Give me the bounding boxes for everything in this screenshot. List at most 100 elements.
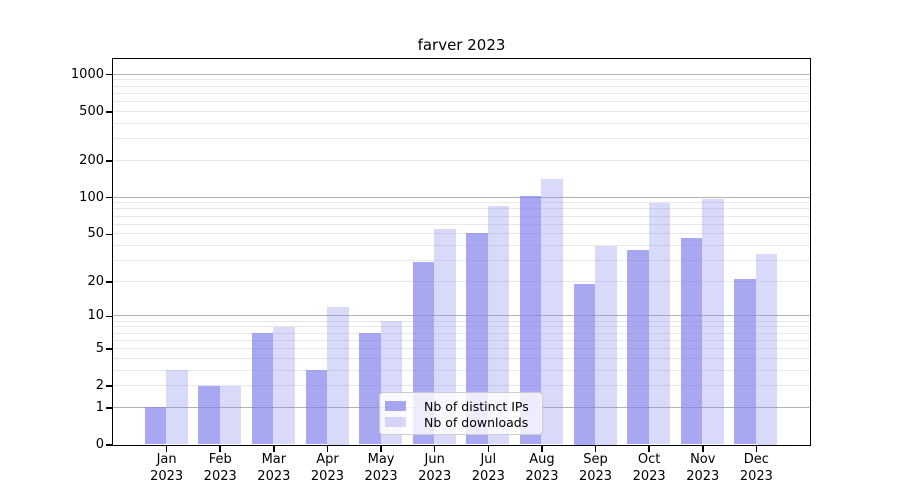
gridline-minor-8: [112, 326, 810, 328]
x-tick-oct: [648, 446, 650, 452]
gridline-minor-4: [112, 357, 810, 359]
gridline-minor-30: [112, 259, 810, 261]
year-label: 2023: [739, 468, 773, 484]
x-tick-label-jun: Jun 2023: [403, 452, 467, 485]
y-tick-500: [106, 111, 112, 113]
bar-distinct-ips-apr: [305, 370, 327, 445]
year-label: 2023: [364, 468, 398, 484]
y-tick-0: [106, 444, 112, 446]
bar-downloads-feb: [219, 385, 242, 445]
month-label: Aug: [529, 452, 555, 467]
x-tick-jan: [165, 446, 168, 452]
gridline-minor-70: [112, 215, 810, 217]
gridline-minor-40: [112, 244, 810, 246]
bar-distinct-ips-sep: [573, 284, 595, 445]
year-label: 2023: [150, 468, 184, 484]
year-label: 2023: [203, 468, 237, 484]
bar-downloads-mar: [273, 326, 295, 445]
month-label: Mar: [261, 452, 287, 467]
x-tick-feb: [219, 446, 221, 452]
y-tick-label-50: 50: [87, 226, 104, 242]
x-tick-label-nov: Nov 2023: [671, 452, 735, 485]
month-label: May: [367, 452, 395, 467]
year-label: 2023: [310, 468, 344, 484]
month-label: Jan: [156, 452, 177, 467]
year-label: 2023: [525, 468, 559, 484]
year-label: 2023: [632, 468, 666, 484]
month-label: Feb: [208, 452, 232, 467]
legend-row-downloads: Nb of downloads: [380, 414, 542, 430]
month-label: Dec: [743, 452, 769, 467]
x-tick-apr: [326, 446, 329, 452]
x-tick-label-may: May 2023: [349, 452, 413, 485]
gridline-minor-3: [112, 369, 810, 371]
year-label: 2023: [418, 468, 452, 484]
bar-distinct-ips-feb: [198, 385, 220, 445]
y-tick-label-10: 10: [87, 308, 104, 324]
gridline-minor-700: [112, 92, 810, 94]
gridline-major-10: [112, 315, 810, 317]
x-tick-label-dec: Dec 2023: [724, 452, 788, 485]
x-tick-label-jan: Jan 2023: [135, 452, 199, 485]
plot-area: [111, 57, 811, 446]
y-tick-label-20: 20: [87, 273, 104, 289]
bar-distinct-ips-jan: [144, 407, 167, 445]
bar-downloads-jun: [434, 228, 456, 445]
legend-swatch-downloads: [385, 417, 406, 427]
bar-downloads-apr: [327, 307, 349, 445]
bar-distinct-ips-dec: [734, 278, 756, 445]
x-tick-dec: [755, 446, 758, 452]
y-tick-label-500: 500: [79, 103, 104, 119]
y-tick-1000: [106, 73, 112, 76]
bar-downloads-aug: [541, 179, 563, 445]
x-tick-nov: [702, 446, 704, 452]
year-label: 2023: [578, 468, 613, 484]
x-tick-jul: [487, 446, 490, 452]
bar-downloads-jan: [166, 370, 188, 445]
gridline-minor-90: [112, 202, 810, 204]
chart-title: farver 2023: [417, 36, 506, 54]
year-label: 2023: [257, 468, 291, 484]
gridline-minor-5: [112, 347, 810, 349]
gridline-minor-20: [112, 280, 810, 282]
y-tick-label-5: 5: [95, 340, 104, 356]
x-tick-label-aug: Aug 2023: [510, 452, 574, 485]
gridline-minor-300: [112, 138, 810, 140]
month-label: Oct: [637, 452, 661, 467]
gridline-minor-50: [112, 233, 810, 235]
bar-distinct-ips-oct: [627, 249, 649, 445]
x-tick-mar: [273, 446, 275, 452]
y-tick-label-200: 200: [79, 152, 104, 168]
bar-distinct-ips-jul: [466, 232, 488, 445]
y-tick-100: [106, 196, 112, 199]
gridline-minor-60: [112, 223, 810, 225]
month-label: Apr: [316, 452, 339, 467]
bar-downloads-jul: [487, 206, 510, 445]
x-tick-label-sep: Sep 2023: [564, 452, 628, 485]
gridline-minor-500: [112, 110, 810, 112]
x-tick-label-jul: Jul 2023: [456, 452, 520, 485]
legend: Nb of distinct IPs Nb of downloads: [379, 392, 543, 435]
bar-downloads-sep: [595, 245, 617, 445]
gridline-minor-2: [112, 385, 810, 387]
y-tick-label-0: 0: [95, 437, 104, 452]
legend-swatch-distinct-ips: [385, 401, 406, 411]
year-label: 2023: [686, 468, 720, 484]
gridline-minor-600: [112, 101, 810, 103]
y-tick-label-2: 2: [95, 378, 104, 394]
bar-distinct-ips-mar: [251, 333, 274, 445]
bar-downloads-nov: [702, 198, 724, 445]
gridline-minor-400: [112, 122, 810, 124]
gridline-major-1000: [112, 73, 810, 75]
y-tick-200: [106, 160, 112, 162]
gridline-minor-6: [112, 339, 810, 341]
month-label: Nov: [690, 452, 716, 467]
y-tick-10: [106, 315, 112, 318]
legend-row-distinct-ips: Nb of distinct IPs: [380, 398, 542, 414]
bar-distinct-ips-nov: [680, 238, 703, 445]
y-tick-5: [106, 348, 112, 350]
bar-distinct-ips-aug: [519, 195, 542, 445]
y-tick-1: [106, 407, 112, 409]
x-tick-label-apr: Apr 2023: [295, 452, 359, 485]
